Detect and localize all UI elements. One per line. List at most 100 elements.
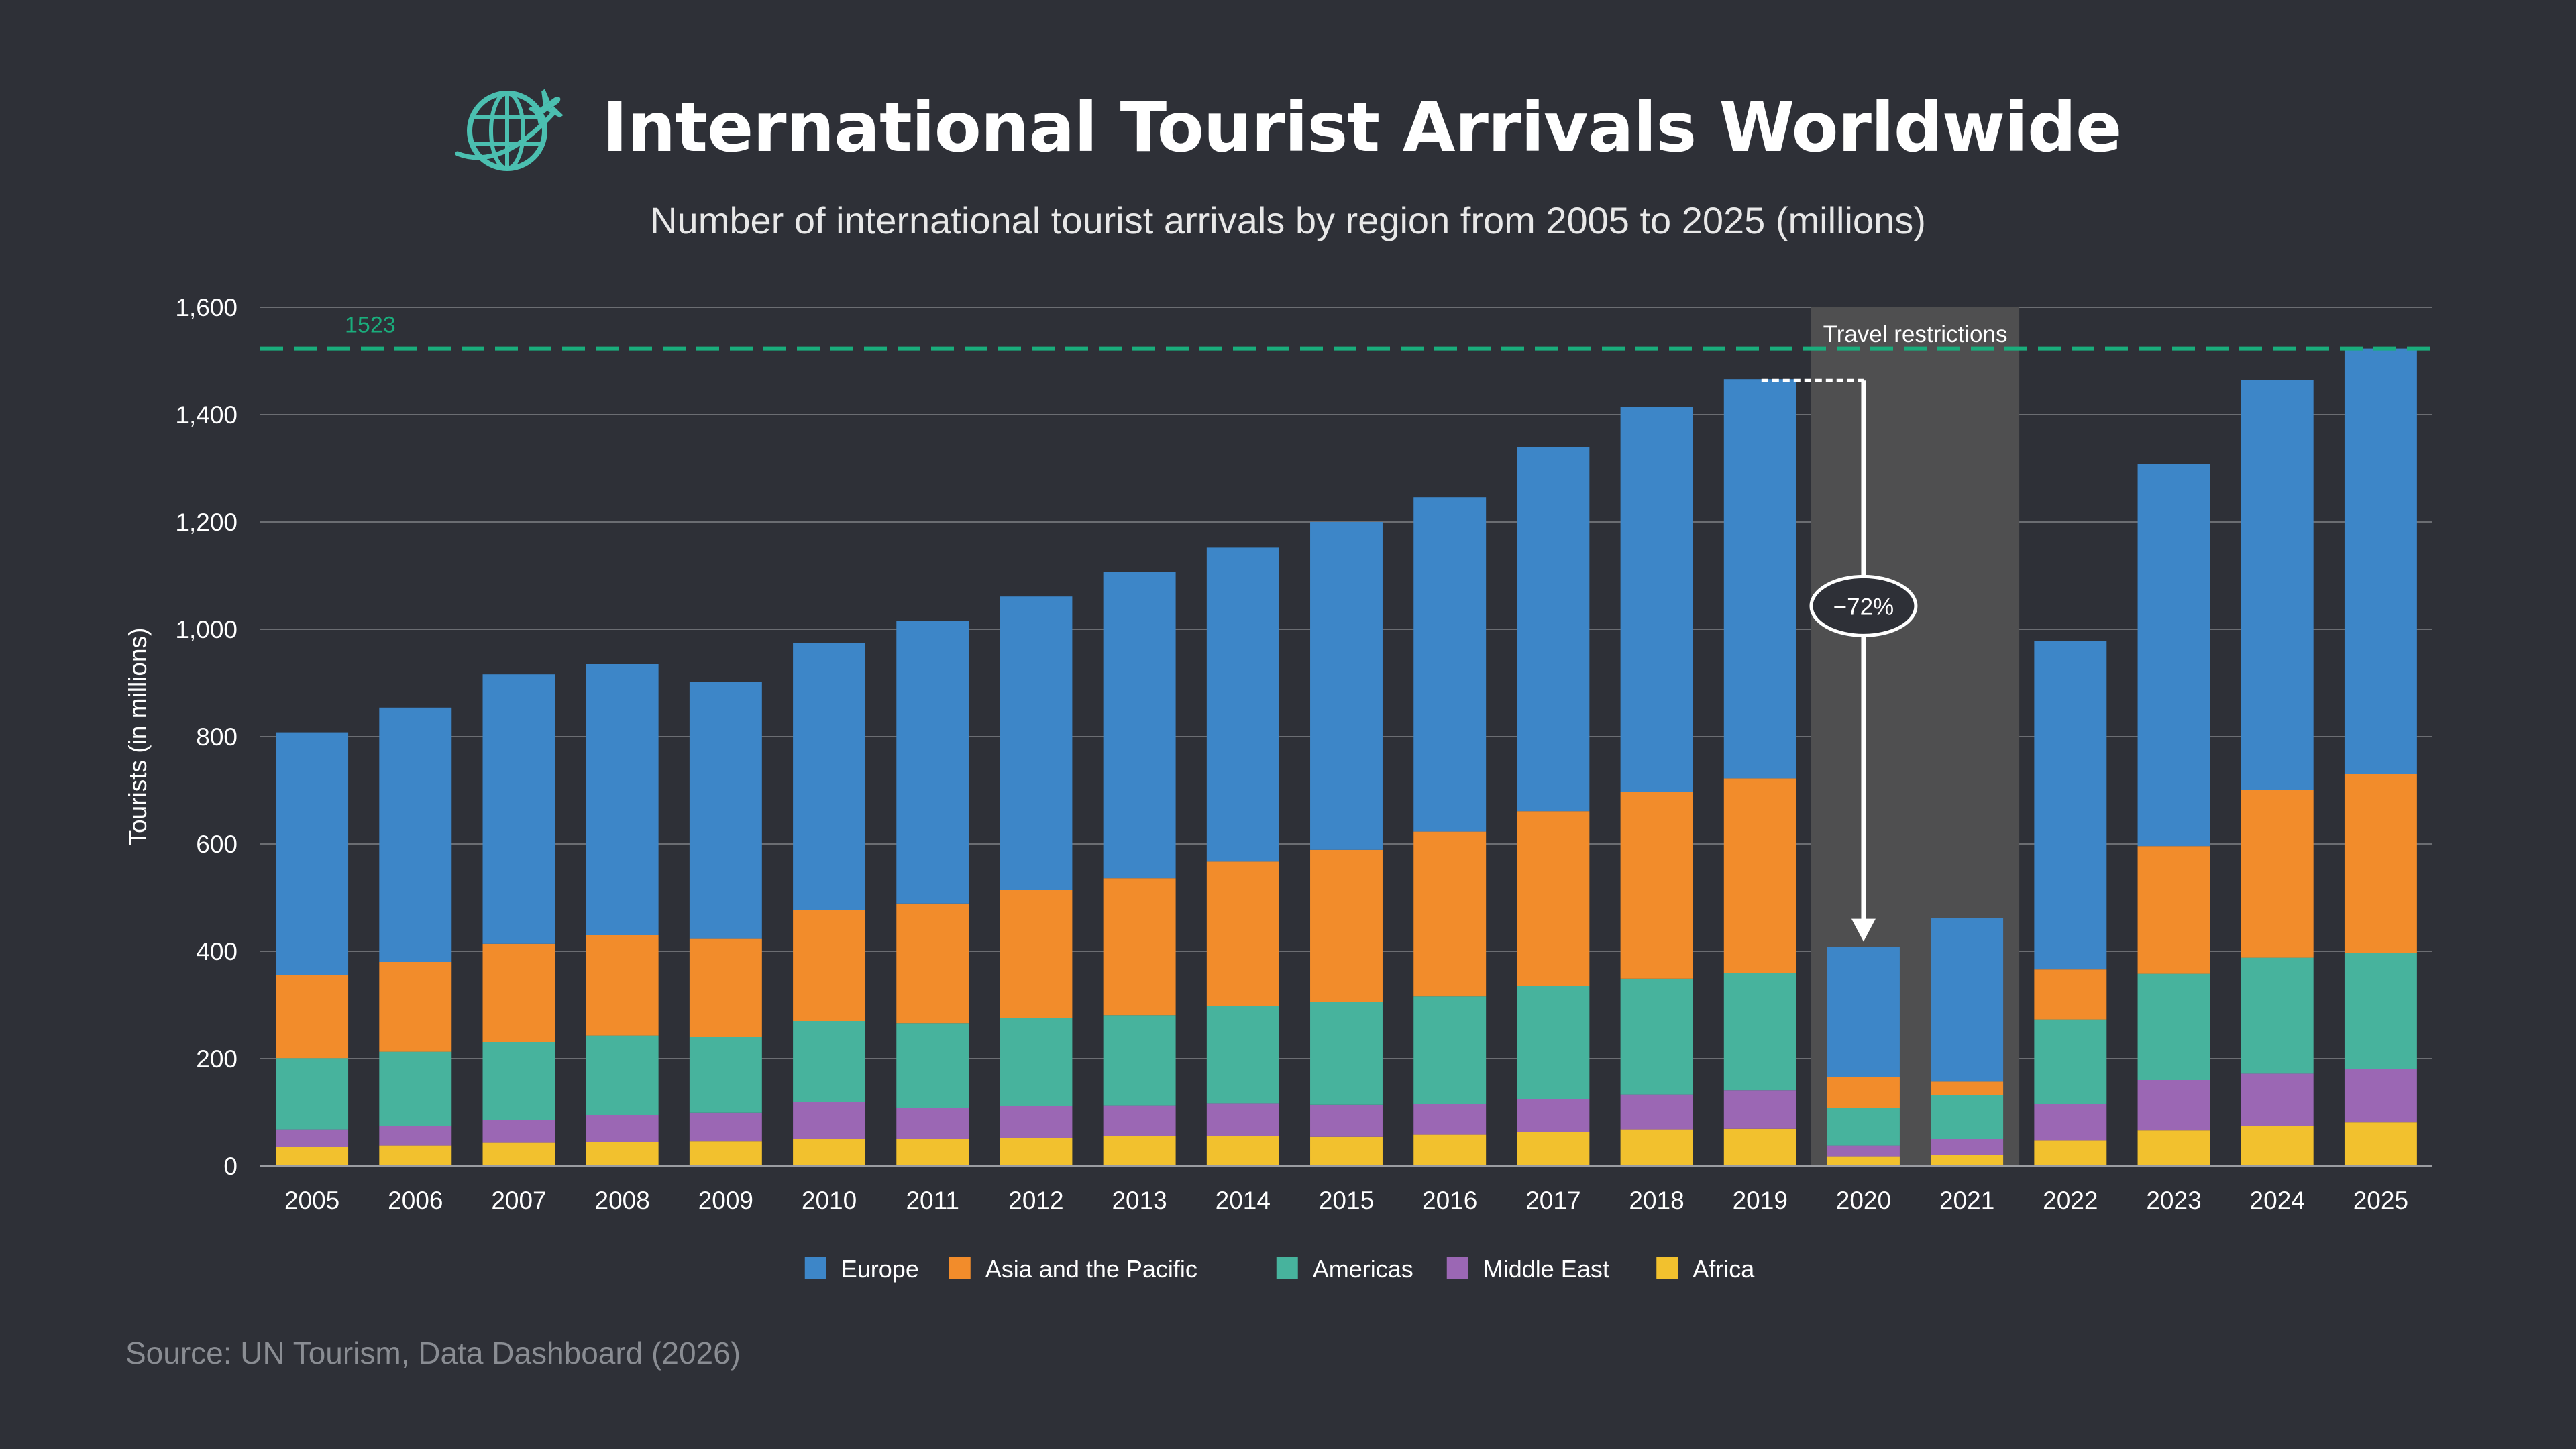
source-note: Source: UN Tourism, Data Dashboard (2026… xyxy=(125,1336,741,1371)
x-tick-label: 2010 xyxy=(802,1187,857,1214)
x-tick-label: 2017 xyxy=(1525,1187,1580,1214)
bar-europe-2010 xyxy=(793,643,866,910)
bar-africa-2019 xyxy=(1723,1128,1796,1166)
legend-label-africa: Africa xyxy=(1693,1255,1755,1283)
y-tick-label: 0 xyxy=(223,1152,237,1180)
bar-americas-2009 xyxy=(689,1037,762,1113)
bar-europe-2020 xyxy=(1827,947,1900,1077)
x-tick-label: 2013 xyxy=(1112,1187,1167,1214)
bar-asia-and-the-pacific-2011 xyxy=(896,903,969,1024)
bar-americas-2025 xyxy=(2344,953,2417,1069)
bar-europe-2008 xyxy=(586,664,659,935)
bar-europe-2017 xyxy=(1517,447,1590,812)
axes: 0 200 400 600 800 1,000 1,200 1,400 1,600 Tourist… xyxy=(124,294,2432,1214)
bar-africa-2022 xyxy=(2034,1140,2107,1166)
chart-header: International Tourist Arrivals Worldwide xyxy=(0,74,2576,181)
bar-africa-2013 xyxy=(1103,1136,1176,1166)
legend-swatch-africa xyxy=(1656,1257,1678,1279)
bar-europe-2018 xyxy=(1620,407,1693,792)
bar-europe-2007 xyxy=(482,674,555,944)
bar-europe-2019 xyxy=(1723,379,1796,779)
x-tick-label: 2022 xyxy=(2043,1187,2098,1214)
bar-middle-east-2018 xyxy=(1620,1094,1693,1130)
y-tick-label: 1,600 xyxy=(175,294,237,321)
bar-africa-2024 xyxy=(2241,1126,2314,1166)
bar-middle-east-2024 xyxy=(2241,1073,2314,1126)
bar-middle-east-2005 xyxy=(276,1129,349,1147)
x-tick-label: 2014 xyxy=(1216,1187,1271,1214)
bar-africa-2017 xyxy=(1517,1132,1590,1166)
bars xyxy=(276,348,2417,1166)
y-tick-label: 200 xyxy=(196,1045,237,1073)
bar-americas-2008 xyxy=(586,1035,659,1115)
stacked-bar-chart: Travel restrictions 1523 0 200 400 600 800 1,… xyxy=(124,294,2432,1283)
bar-europe-2015 xyxy=(1310,522,1383,850)
x-tick-label: 2009 xyxy=(698,1187,753,1214)
bar-asia-and-the-pacific-2016 xyxy=(1413,831,1487,997)
travel-restrictions-label: Travel restrictions xyxy=(1823,321,2008,347)
bar-americas-2007 xyxy=(482,1042,555,1120)
bar-africa-2015 xyxy=(1310,1136,1383,1166)
y-tick-label: 400 xyxy=(196,938,237,965)
x-tick-label: 2025 xyxy=(2353,1187,2408,1214)
bar-africa-2025 xyxy=(2344,1122,2417,1166)
bar-asia-and-the-pacific-2007 xyxy=(482,943,555,1042)
bar-asia-and-the-pacific-2021 xyxy=(1931,1081,2004,1095)
bar-americas-2019 xyxy=(1723,973,1796,1091)
x-tick-label: 2020 xyxy=(1836,1187,1891,1214)
y-tick-label: 600 xyxy=(196,830,237,858)
bar-asia-and-the-pacific-2012 xyxy=(1000,890,1073,1018)
bar-africa-2018 xyxy=(1620,1129,1693,1166)
chart-subtitle: Number of international tourist arrivals… xyxy=(650,199,1926,241)
legend-swatch-asia-and-the-pacific xyxy=(949,1257,971,1279)
bar-asia-and-the-pacific-2013 xyxy=(1103,878,1176,1016)
x-tick-label: 2005 xyxy=(284,1187,339,1214)
bar-americas-2005 xyxy=(276,1058,349,1130)
x-tick-label: 2018 xyxy=(1629,1187,1684,1214)
bar-europe-2013 xyxy=(1103,572,1176,879)
bar-africa-2014 xyxy=(1206,1136,1279,1166)
bar-americas-2022 xyxy=(2034,1019,2107,1104)
x-tick-label: 2023 xyxy=(2146,1187,2201,1214)
bar-americas-2023 xyxy=(2137,973,2210,1080)
arrow-head xyxy=(1851,918,1876,942)
bar-europe-2025 xyxy=(2344,348,2417,774)
bar-europe-2006 xyxy=(379,707,452,962)
reference-line-group: 1523 xyxy=(260,313,2432,351)
bar-middle-east-2011 xyxy=(896,1108,969,1139)
x-tick-label: 2019 xyxy=(1733,1187,1788,1214)
bar-americas-2018 xyxy=(1620,978,1693,1095)
bar-middle-east-2015 xyxy=(1310,1104,1383,1137)
bar-middle-east-2022 xyxy=(2034,1104,2107,1141)
bar-americas-2011 xyxy=(896,1023,969,1108)
bar-middle-east-2025 xyxy=(2344,1069,2417,1123)
x-tick-label: 2021 xyxy=(1939,1187,1994,1214)
x-tick-label: 2016 xyxy=(1422,1187,1477,1214)
bar-africa-2009 xyxy=(689,1141,762,1166)
reference-line-label: 1523 xyxy=(345,313,396,338)
bar-middle-east-2010 xyxy=(793,1102,866,1139)
bar-asia-and-the-pacific-2005 xyxy=(276,975,349,1059)
legend-label-europe: Europe xyxy=(841,1255,919,1283)
chart-title: International Tourist Arrivals Worldwide xyxy=(602,87,2123,168)
bar-middle-east-2007 xyxy=(482,1120,555,1143)
y-tick-label: 800 xyxy=(196,723,237,751)
bar-africa-2020 xyxy=(1827,1156,1900,1166)
y-tick-label: 1,200 xyxy=(175,508,237,536)
bar-asia-and-the-pacific-2019 xyxy=(1723,778,1796,973)
bar-americas-2017 xyxy=(1517,986,1590,1099)
bar-middle-east-2013 xyxy=(1103,1105,1176,1136)
bar-americas-2013 xyxy=(1103,1015,1176,1106)
bar-asia-and-the-pacific-2023 xyxy=(2137,846,2210,974)
bar-asia-and-the-pacific-2006 xyxy=(379,962,452,1052)
x-tick-label: 2007 xyxy=(491,1187,546,1214)
bar-asia-and-the-pacific-2017 xyxy=(1517,811,1590,986)
bar-africa-2007 xyxy=(482,1142,555,1166)
bar-middle-east-2016 xyxy=(1413,1104,1487,1135)
bar-asia-and-the-pacific-2009 xyxy=(689,938,762,1037)
bar-europe-2012 xyxy=(1000,596,1073,890)
bar-asia-and-the-pacific-2008 xyxy=(586,935,659,1036)
legend-label-americas: Americas xyxy=(1313,1255,1413,1283)
bar-africa-2010 xyxy=(793,1139,866,1166)
bar-americas-2020 xyxy=(1827,1108,1900,1146)
